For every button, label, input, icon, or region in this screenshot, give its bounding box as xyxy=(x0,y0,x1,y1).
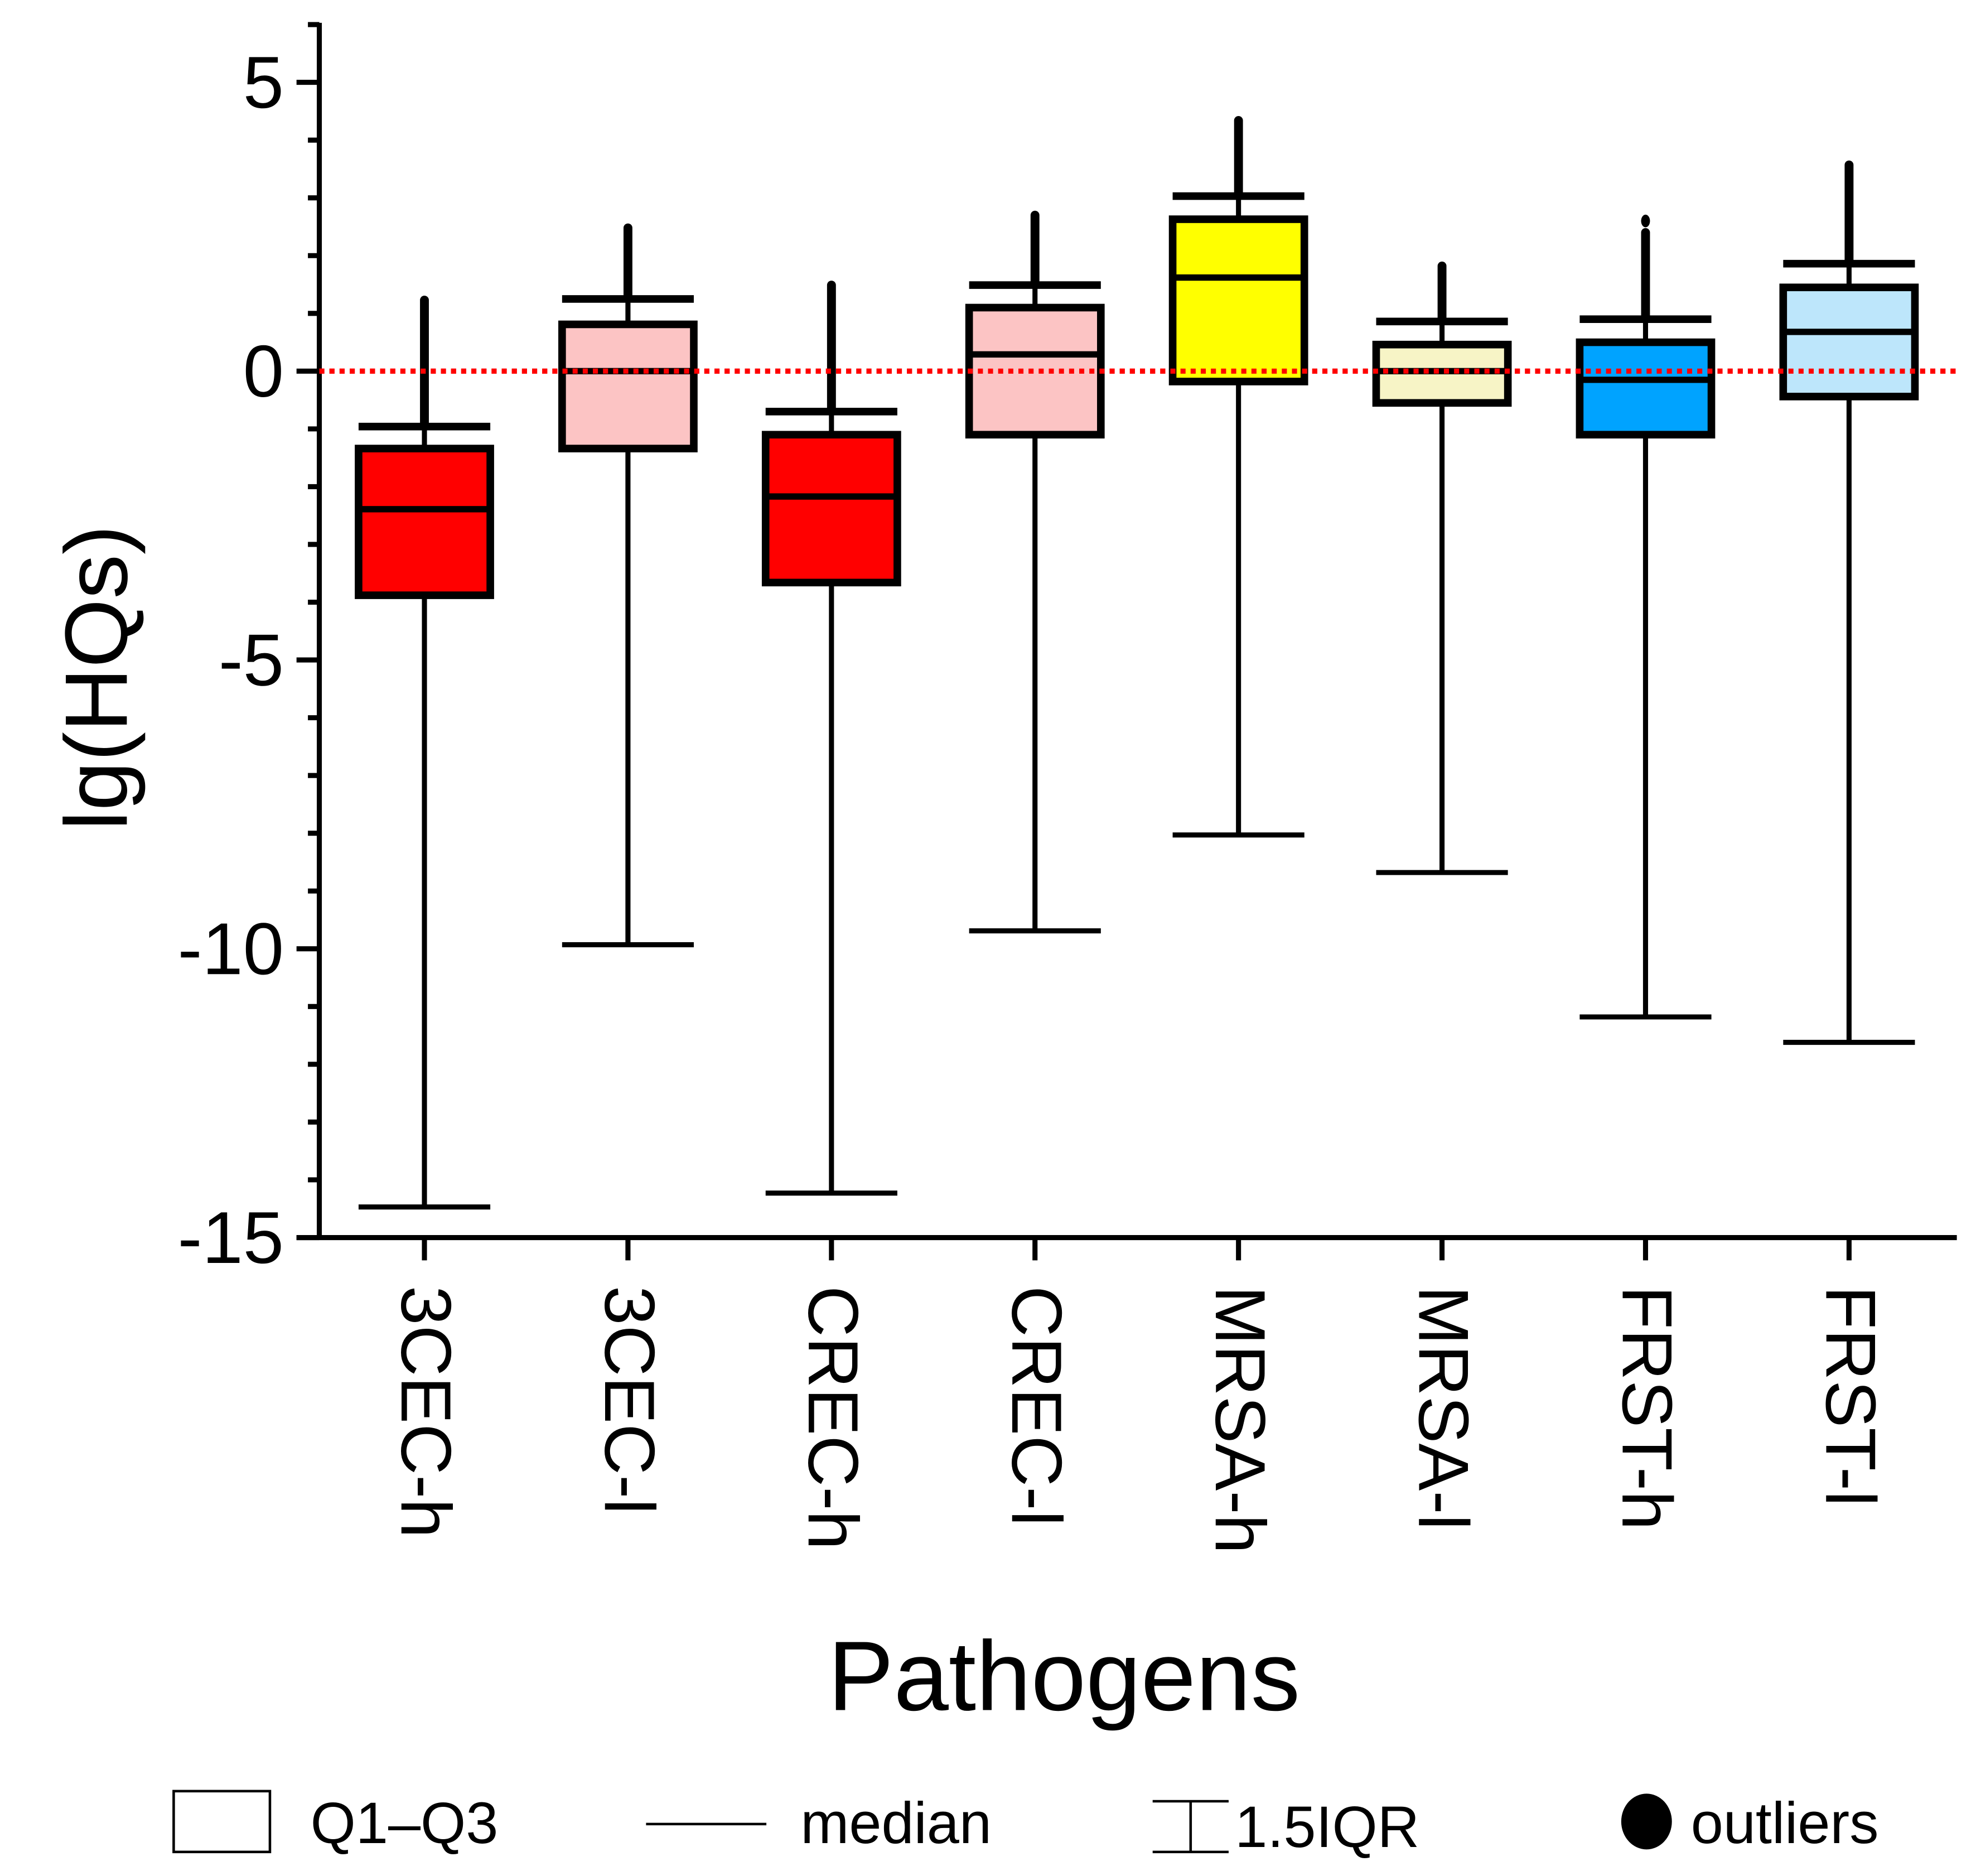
x-tick-label: CREC-h xyxy=(794,1286,873,1550)
legend-label-iqr: 1.5IQR xyxy=(1235,1795,1419,1860)
legend-label-outliers: outliers xyxy=(1691,1791,1879,1856)
iqr-box xyxy=(558,320,698,452)
x-tick-label: MRSA-h xyxy=(1201,1286,1280,1554)
x-tick-label: FRST-h xyxy=(1608,1286,1687,1530)
x-tick-label: MRSA-l xyxy=(1404,1286,1484,1530)
y-tick-label: 5 xyxy=(243,41,284,123)
y-tick-label: -10 xyxy=(178,908,284,990)
box-3CEC-l xyxy=(558,223,698,948)
y-axis-label: lg(HQs) xyxy=(46,525,146,830)
box-FRST-h xyxy=(1576,214,1716,1020)
iqr-box xyxy=(1168,215,1308,385)
legend: Q1–Q3 median 1.5IQR outliers xyxy=(172,1790,1879,1860)
box-MRSA-h xyxy=(1168,115,1308,838)
iqr-box xyxy=(761,431,901,587)
iqr-box xyxy=(1779,283,1919,401)
legend-whisker-swatch xyxy=(1152,1800,1229,1854)
box-FRST-l xyxy=(1779,160,1919,1045)
iqr-box xyxy=(1576,338,1716,439)
box-CREC-h xyxy=(761,281,901,1196)
boxes xyxy=(319,115,1957,1210)
x-axis-label: Pathogens xyxy=(828,1621,1300,1732)
axes: -15 -10 -5 0 5 3CEC-h 3CEC-l CREC-h CREC-l MRSA-h… xyxy=(178,22,1957,1554)
legend-label-median: median xyxy=(800,1791,992,1856)
y-tick-label: 0 xyxy=(243,330,284,412)
legend-outlier-swatch xyxy=(1621,1793,1672,1850)
box-3CEC-h xyxy=(355,296,494,1210)
iqr-box xyxy=(355,445,494,599)
outlier-point xyxy=(1641,214,1650,228)
y-tick-label: -15 xyxy=(178,1197,284,1279)
x-tick-label: FRST-l xyxy=(1811,1286,1891,1507)
box-MRSA-l xyxy=(1372,261,1512,875)
x-tick-label: CREC-l xyxy=(997,1286,1076,1526)
x-tick-label: 3CEC-l xyxy=(590,1286,669,1515)
box-CREC-l xyxy=(965,210,1105,934)
legend-box-swatch xyxy=(172,1790,272,1854)
x-tick-label: 3CEC-h xyxy=(386,1286,466,1538)
legend-label-q1-q3: Q1–Q3 xyxy=(311,1791,499,1856)
y-tick-label: -5 xyxy=(219,619,284,701)
